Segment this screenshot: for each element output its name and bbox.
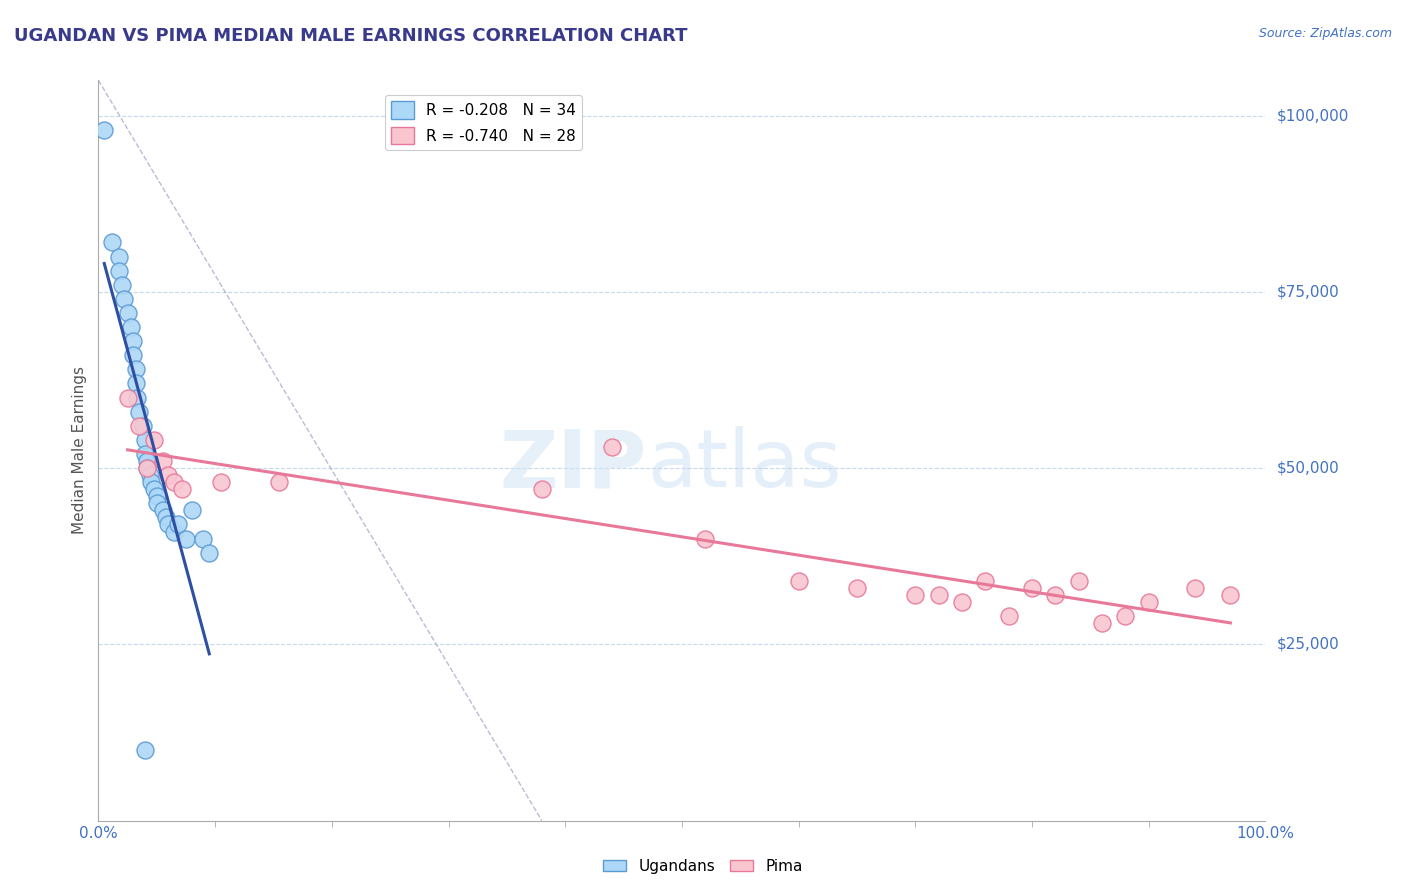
Point	[139, 468, 162, 483]
Point	[157, 517, 180, 532]
Point	[193, 532, 215, 546]
Point	[787, 574, 810, 588]
Legend: R = -0.208   N = 34, R = -0.740   N = 28: R = -0.208 N = 34, R = -0.740 N = 28	[385, 95, 582, 151]
Point	[180, 503, 202, 517]
Point	[132, 418, 155, 433]
Point	[846, 581, 869, 595]
Point	[108, 263, 131, 277]
Point	[155, 510, 177, 524]
Text: Source: ZipAtlas.com: Source: ZipAtlas.com	[1258, 27, 1392, 40]
Point	[134, 743, 156, 757]
Text: $100,000: $100,000	[1277, 108, 1348, 123]
Point	[530, 482, 553, 496]
Point	[122, 334, 145, 348]
Point	[120, 320, 142, 334]
Point	[166, 517, 188, 532]
Y-axis label: Median Male Earnings: Median Male Earnings	[72, 367, 87, 534]
Point	[174, 532, 197, 546]
Point	[695, 532, 717, 546]
Point	[108, 250, 131, 264]
Point	[163, 524, 186, 539]
Point	[157, 468, 180, 483]
Text: $75,000: $75,000	[1277, 285, 1340, 300]
Point	[111, 277, 134, 292]
Point	[1114, 609, 1136, 624]
Point	[128, 405, 150, 419]
Point	[146, 489, 169, 503]
Point	[139, 475, 162, 490]
Point	[163, 475, 186, 490]
Point	[1091, 616, 1114, 631]
Point	[143, 482, 166, 496]
Point	[1219, 588, 1241, 602]
Point	[134, 447, 156, 461]
Point	[904, 588, 927, 602]
Point	[143, 433, 166, 447]
Point	[125, 391, 148, 405]
Point	[122, 348, 145, 362]
Legend: Ugandans, Pima: Ugandans, Pima	[598, 853, 808, 880]
Point	[209, 475, 232, 490]
Point	[997, 609, 1019, 624]
Point	[117, 306, 139, 320]
Point	[125, 362, 148, 376]
Point	[152, 454, 174, 468]
Text: $25,000: $25,000	[1277, 637, 1340, 652]
Point	[974, 574, 997, 588]
Point	[172, 482, 194, 496]
Point	[136, 461, 159, 475]
Point	[136, 454, 159, 468]
Point	[950, 595, 973, 609]
Text: atlas: atlas	[647, 426, 841, 504]
Point	[600, 440, 623, 454]
Point	[1067, 574, 1090, 588]
Point	[1184, 581, 1206, 595]
Point	[1021, 581, 1043, 595]
Point	[198, 546, 221, 560]
Point	[928, 588, 950, 602]
Point	[1045, 588, 1067, 602]
Point	[136, 461, 159, 475]
Point	[125, 376, 148, 391]
Point	[101, 235, 124, 250]
Point	[146, 496, 169, 510]
Point	[1137, 595, 1160, 609]
Point	[117, 391, 139, 405]
Point	[93, 122, 115, 136]
Point	[112, 292, 135, 306]
Text: $50,000: $50,000	[1277, 460, 1340, 475]
Point	[134, 433, 156, 447]
Point	[128, 418, 150, 433]
Point	[152, 503, 174, 517]
Text: ZIP: ZIP	[499, 426, 647, 504]
Text: UGANDAN VS PIMA MEDIAN MALE EARNINGS CORRELATION CHART: UGANDAN VS PIMA MEDIAN MALE EARNINGS COR…	[14, 27, 688, 45]
Point	[269, 475, 291, 490]
